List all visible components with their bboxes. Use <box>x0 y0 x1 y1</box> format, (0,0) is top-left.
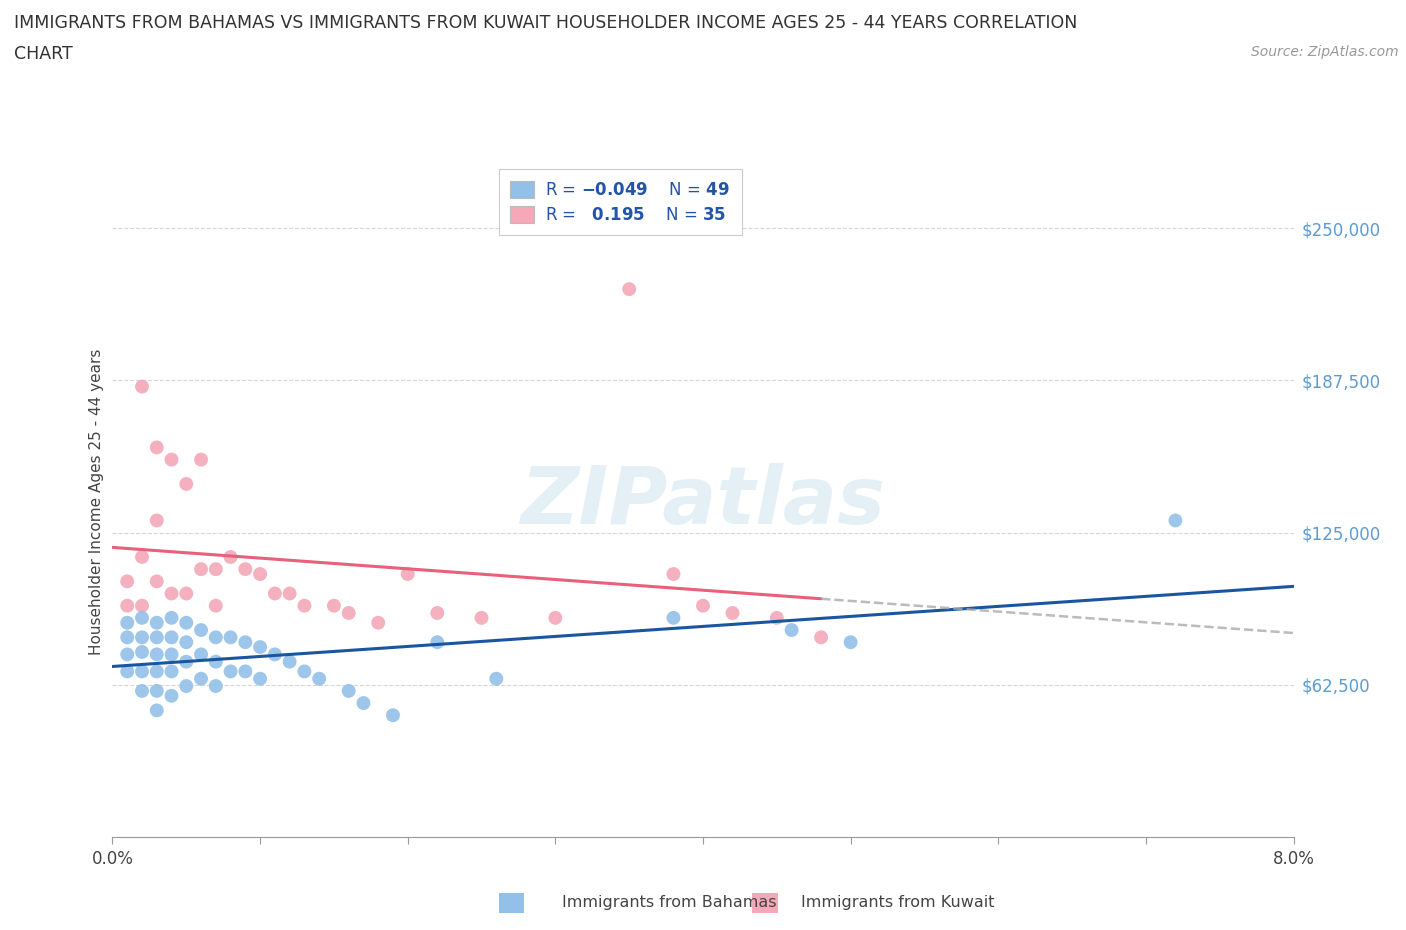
Point <box>308 671 330 686</box>
Point <box>765 610 787 625</box>
Point <box>174 476 197 491</box>
Point <box>396 566 419 581</box>
Text: ZIPatlas: ZIPatlas <box>520 463 886 541</box>
Point <box>264 647 287 662</box>
Point <box>146 513 169 528</box>
Y-axis label: Householder Income Ages 25 - 44 years: Householder Income Ages 25 - 44 years <box>89 349 104 656</box>
Point <box>131 610 153 625</box>
Point <box>205 562 228 577</box>
Point <box>839 635 862 650</box>
Point <box>190 452 212 467</box>
Point <box>117 598 138 613</box>
Point <box>233 664 256 679</box>
Point <box>352 696 374 711</box>
Point <box>278 586 301 601</box>
Point <box>160 664 183 679</box>
Point <box>205 598 228 613</box>
Point <box>426 635 449 650</box>
Point <box>205 654 228 669</box>
Point <box>160 688 183 703</box>
Point <box>471 610 494 625</box>
Point <box>174 654 197 669</box>
Point <box>205 630 228 644</box>
Point <box>190 622 212 637</box>
Point <box>662 610 685 625</box>
Point <box>292 664 315 679</box>
Text: IMMIGRANTS FROM BAHAMAS VS IMMIGRANTS FROM KUWAIT HOUSEHOLDER INCOME AGES 25 - 4: IMMIGRANTS FROM BAHAMAS VS IMMIGRANTS FR… <box>14 14 1077 32</box>
Legend: R = $\mathbf{-0.049}$    N = $\mathbf{49}$, R =   $\mathbf{0.195}$    N = $\math: R = $\mathbf{-0.049}$ N = $\mathbf{49}$,… <box>499 169 742 235</box>
Point <box>117 647 138 662</box>
Point <box>160 647 183 662</box>
Point <box>205 679 228 694</box>
Point <box>190 562 212 577</box>
Point <box>146 703 169 718</box>
Point <box>117 630 138 644</box>
Point <box>117 574 138 589</box>
Point <box>174 635 197 650</box>
Point <box>146 647 169 662</box>
Point <box>219 630 242 644</box>
Point <box>544 610 567 625</box>
Point <box>249 640 271 655</box>
Text: Source: ZipAtlas.com: Source: ZipAtlas.com <box>1251 45 1399 59</box>
Point <box>146 616 169 631</box>
Point <box>249 566 271 581</box>
Point <box>337 605 360 620</box>
Point <box>190 671 212 686</box>
Point <box>174 586 197 601</box>
Point <box>131 664 153 679</box>
Text: CHART: CHART <box>14 45 73 62</box>
Point <box>131 598 153 613</box>
Point <box>131 644 153 659</box>
Point <box>264 586 287 601</box>
Point <box>174 616 197 631</box>
Point <box>219 664 242 679</box>
Point <box>233 562 256 577</box>
Point <box>146 574 169 589</box>
Point <box>337 684 360 698</box>
Point <box>1164 513 1187 528</box>
Point <box>810 630 832 644</box>
Point <box>662 566 685 581</box>
Point <box>174 679 197 694</box>
Point <box>117 664 138 679</box>
Point <box>426 605 449 620</box>
Point <box>382 708 405 723</box>
Point <box>692 598 714 613</box>
Point <box>619 282 641 297</box>
Point <box>160 452 183 467</box>
Point <box>160 610 183 625</box>
Point <box>131 379 153 394</box>
Point <box>721 605 744 620</box>
Point <box>160 586 183 601</box>
Point <box>485 671 508 686</box>
Point <box>146 664 169 679</box>
Point <box>233 635 256 650</box>
Point <box>117 616 138 631</box>
Point <box>292 598 315 613</box>
Point <box>146 630 169 644</box>
Point <box>190 647 212 662</box>
Text: Immigrants from Kuwait: Immigrants from Kuwait <box>801 895 995 910</box>
Point <box>131 550 153 565</box>
Point <box>146 684 169 698</box>
Point <box>146 440 169 455</box>
Point <box>160 630 183 644</box>
Point <box>367 616 389 631</box>
Point <box>278 654 301 669</box>
Point <box>219 550 242 565</box>
Point <box>780 622 803 637</box>
Point <box>131 684 153 698</box>
Text: Immigrants from Bahamas: Immigrants from Bahamas <box>562 895 778 910</box>
Point <box>323 598 346 613</box>
Point <box>131 630 153 644</box>
Point <box>249 671 271 686</box>
